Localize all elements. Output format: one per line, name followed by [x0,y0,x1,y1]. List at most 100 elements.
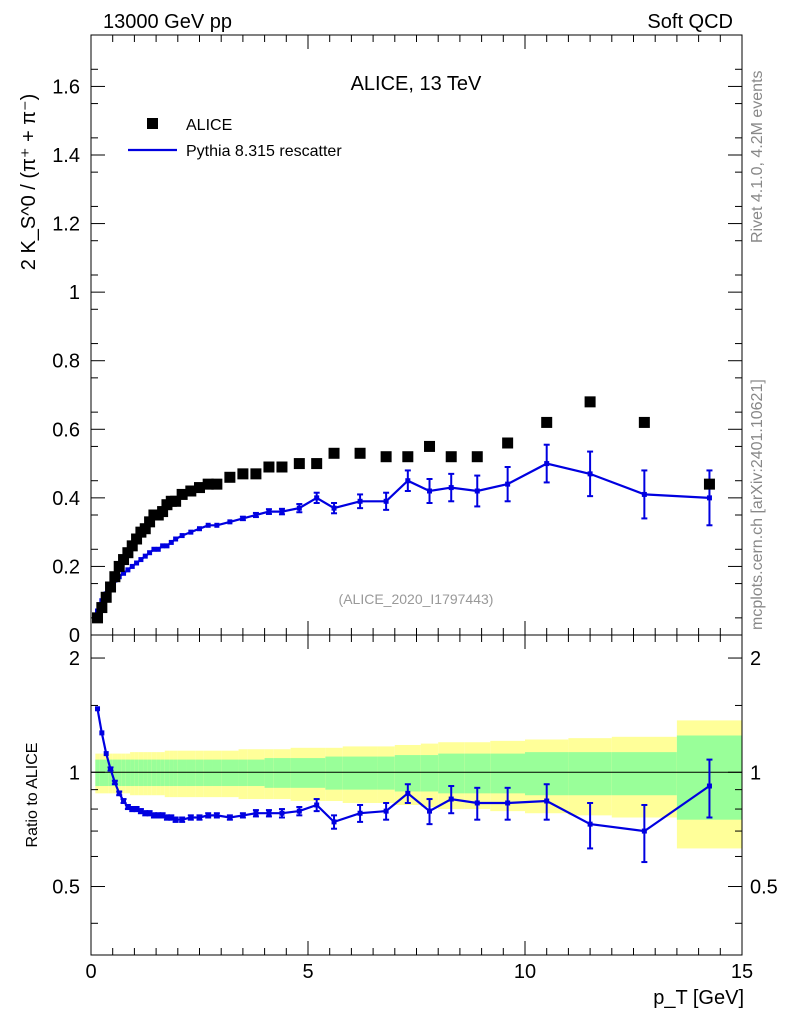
pythia-point [296,505,302,511]
uncertainty-band-inner [273,758,291,788]
y-tick-label: 1 [69,282,80,304]
ratio-point [205,812,211,818]
uncertainty-band-inner [342,756,378,790]
ratio-point [129,806,135,812]
ratio-point [474,800,480,806]
ratio-point [427,808,433,814]
ratio-point [266,810,272,816]
ratio-point [279,810,285,816]
main-y-axis-label: 2 K_S^0 / (π⁺ + π⁻) [18,94,40,270]
analysis-label: (ALICE_2020_I1797443) [339,591,494,607]
pythia-point [448,485,454,491]
ratio-point [188,815,194,821]
uncertainty-band-inner [108,759,113,787]
ratio-point [641,828,647,834]
y-tick-label: 0.8 [52,351,80,373]
pythia-point [314,495,320,501]
pythia-point [142,553,148,559]
pythia-point [197,526,202,532]
uncertainty-band-inner [308,758,326,788]
uncertainty-band-inner [143,759,148,787]
alice-point [122,547,134,559]
alice-point [328,447,340,459]
ratio-point [706,783,712,789]
pythia-point [214,522,220,528]
pythia-point [331,505,337,511]
uncertainty-band-inner [212,759,222,787]
ratio-y-tick-label-right: 0.5 [750,877,778,899]
alice-point [276,461,288,473]
pythia-point [266,509,272,515]
uncertainty-band-inner [173,759,178,787]
uncertainty-band-inner [186,759,196,787]
ratio-point [99,730,105,736]
ratio-panel: 0.5 0.5 1 1 2 2 0 5 10 15 Ratio to ALICE p_T [Ge… [24,634,778,1009]
pythia-point [160,543,166,549]
ratio-point [240,812,246,818]
ratio-point [116,790,122,796]
y-tick-label: 1.2 [52,214,80,236]
alice-point [541,416,553,428]
ratio-point [164,815,170,821]
ratio-y-tick-label: 2 [69,648,80,670]
ratio-point [125,804,131,810]
pythia-point [505,481,511,487]
ratio-marks [95,706,713,864]
alice-point [176,488,188,500]
x-axis-label: p_T [GeV] [653,987,744,1009]
ratio-point [160,812,166,818]
alice-point [311,458,323,470]
uncertainty-band-inner [221,759,239,787]
alice-point [96,602,108,614]
uncertainty-band-inner [151,759,157,787]
uncertainty-band-inner [99,759,105,787]
pythia-point [405,478,411,484]
alice-point [293,458,305,470]
alice-point [118,554,130,566]
ratio-ticks [90,635,743,955]
ratio-point [108,766,114,772]
ratio-point [103,751,109,757]
uncertainty-band-inner [125,759,131,787]
uncertainty-band-inner [490,753,525,794]
uncertainty-band-inner [195,759,204,787]
pythia-point [205,522,211,528]
ratio-point [214,812,220,818]
ratio-y-tick-label: 1 [69,762,80,784]
ratio-point [357,810,363,816]
main-panel: 0 0.2 0.4 0.6 0.8 1 1.2 1.4 1.6 ALICE, 13 TeV (A… [18,34,743,647]
uncertainty-band-inner [112,759,118,787]
pythia-point [227,519,233,525]
ratio-y-tick-label: 0.5 [52,877,80,899]
alice-point [638,416,650,428]
x-tick-label: 0 [85,961,96,983]
alice-point [170,495,182,507]
pythia-point [173,536,179,542]
ratio-y-axis-label: Ratio to ALICE [24,743,41,848]
rivet-label: Rivet 4.1.0, 4.2M events [749,70,766,243]
pythia-point [147,550,153,556]
legend: ALICE Pythia 8.315 rescatter [128,117,342,160]
header-right: Soft QCD [647,11,733,33]
main-ticks [90,35,743,636]
alice-point [237,468,249,480]
pythia-point [129,563,135,569]
pythia-point [253,512,259,518]
legend-label-alice: ALICE [186,117,232,134]
ratio-point [253,810,259,816]
uncertainty-band-inner [121,759,126,787]
ratio-point [134,806,140,812]
pythia-point [179,533,185,539]
ratio-point [179,817,185,823]
ratio-point [151,812,157,818]
y-tick-label: 1.4 [52,145,80,167]
pythia-point [164,543,170,549]
uncertainty-band-inner [264,758,274,788]
pythia-point [125,567,131,573]
x-tick-labels: 0 5 10 15 [85,961,753,983]
alice-point [211,478,223,490]
uncertainty-band-inner [95,759,100,787]
pythia-point [279,509,285,515]
ratio-point [147,810,153,816]
